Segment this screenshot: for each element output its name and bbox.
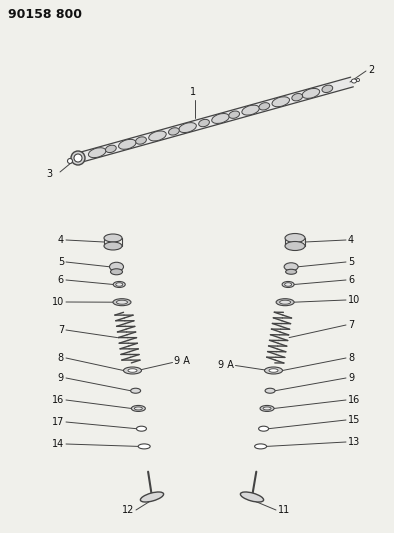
Ellipse shape (292, 93, 303, 101)
Ellipse shape (263, 407, 271, 410)
Ellipse shape (357, 78, 359, 82)
Ellipse shape (265, 388, 275, 393)
Ellipse shape (269, 369, 278, 372)
Text: 11: 11 (278, 505, 290, 515)
Ellipse shape (140, 492, 164, 502)
Text: 8: 8 (348, 353, 354, 363)
Ellipse shape (169, 128, 179, 135)
Ellipse shape (116, 282, 123, 286)
Ellipse shape (74, 154, 82, 162)
Ellipse shape (199, 119, 210, 127)
Ellipse shape (286, 269, 297, 274)
Ellipse shape (264, 367, 282, 374)
Text: 5: 5 (58, 257, 64, 267)
Text: 9: 9 (58, 373, 64, 383)
Ellipse shape (302, 88, 320, 99)
Ellipse shape (259, 103, 270, 110)
Text: 9 A: 9 A (217, 359, 234, 369)
Text: 15: 15 (348, 415, 361, 425)
Text: 9: 9 (348, 373, 354, 383)
Ellipse shape (136, 426, 147, 431)
Ellipse shape (284, 282, 292, 286)
Text: 6: 6 (348, 275, 354, 285)
Ellipse shape (71, 151, 85, 165)
Ellipse shape (284, 263, 298, 271)
Ellipse shape (351, 79, 357, 83)
Text: 5: 5 (348, 257, 354, 267)
Text: 7: 7 (348, 320, 354, 330)
Ellipse shape (67, 158, 72, 164)
Ellipse shape (113, 298, 131, 306)
Ellipse shape (106, 145, 116, 152)
Ellipse shape (131, 406, 145, 411)
Ellipse shape (110, 262, 123, 271)
Ellipse shape (258, 426, 269, 431)
Text: 10: 10 (52, 297, 64, 307)
Ellipse shape (104, 234, 122, 242)
Ellipse shape (88, 148, 106, 158)
Text: 2: 2 (368, 65, 374, 75)
Text: 14: 14 (52, 439, 64, 449)
Text: 17: 17 (52, 417, 64, 427)
Text: 4: 4 (58, 235, 64, 245)
Text: 16: 16 (52, 395, 64, 405)
Ellipse shape (255, 444, 267, 449)
Text: 10: 10 (348, 295, 360, 305)
Ellipse shape (128, 369, 137, 372)
Ellipse shape (285, 233, 305, 243)
Ellipse shape (276, 298, 294, 306)
Ellipse shape (131, 388, 141, 393)
Ellipse shape (113, 281, 125, 287)
Ellipse shape (272, 97, 290, 107)
Ellipse shape (149, 131, 166, 141)
Ellipse shape (260, 406, 274, 411)
Text: 90158 800: 90158 800 (8, 9, 82, 21)
Ellipse shape (179, 123, 196, 133)
Text: 7: 7 (58, 325, 64, 335)
Ellipse shape (136, 137, 147, 144)
Ellipse shape (138, 444, 150, 449)
Text: 3: 3 (46, 169, 52, 179)
Ellipse shape (242, 105, 259, 115)
Ellipse shape (282, 281, 294, 287)
Text: 12: 12 (122, 505, 134, 515)
Ellipse shape (104, 242, 122, 250)
Ellipse shape (229, 111, 240, 118)
Ellipse shape (322, 85, 333, 93)
Ellipse shape (285, 241, 305, 251)
Ellipse shape (119, 139, 136, 149)
Ellipse shape (123, 367, 141, 374)
Text: 1: 1 (190, 87, 196, 97)
Ellipse shape (280, 300, 291, 304)
Text: 4: 4 (348, 235, 354, 245)
Text: 9 A: 9 A (175, 357, 190, 367)
Text: 6: 6 (58, 275, 64, 285)
Ellipse shape (117, 300, 128, 304)
Ellipse shape (240, 492, 264, 502)
Ellipse shape (110, 269, 123, 275)
Text: 13: 13 (348, 437, 360, 447)
Ellipse shape (134, 407, 142, 410)
Ellipse shape (212, 114, 229, 124)
Text: 8: 8 (58, 353, 64, 363)
Text: 16: 16 (348, 395, 360, 405)
Polygon shape (77, 77, 353, 163)
